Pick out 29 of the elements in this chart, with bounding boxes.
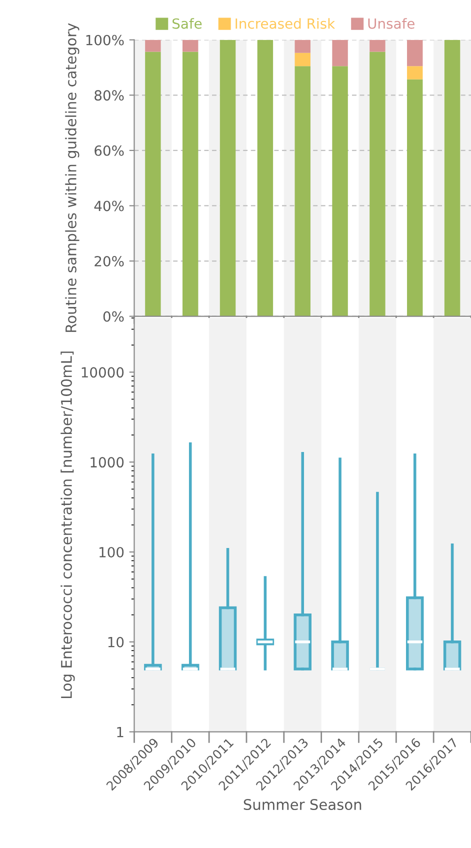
y-tick-label: 100 [100,546,124,558]
y-tick-label: 60% [94,145,124,156]
y-tick-label: 80% [94,90,124,101]
y-axis-title: Routine samples within guideline category [65,23,80,332]
legend-label: Unsafe [368,18,414,29]
y-axis-title: Log Enterococci concentration [number/100mL] [60,352,75,698]
y-tick-label: 0% [103,311,124,322]
bar [407,66,423,80]
bar [407,40,423,66]
y-tick-label: 10000 [82,367,124,378]
bar [182,40,198,52]
bar [407,79,423,316]
bar [294,52,310,66]
y-tick-label: 10 [108,636,124,648]
bar [182,52,198,316]
bar [145,40,161,52]
x-axis-title: Summer Season [244,799,362,810]
y-tick-label: 20% [94,256,124,266]
bar [332,66,348,316]
y-tick-label: 1000 [90,457,124,468]
legend-label: Safe [172,18,202,29]
bar [257,40,274,316]
bar [294,40,310,53]
y-tick-label: 1 [117,726,124,738]
legend-label: Increased Risk [236,18,336,29]
y-tick-label: 100% [86,34,124,46]
y-tick-label: 40% [94,200,124,212]
bar [332,40,348,66]
bar [370,40,386,52]
